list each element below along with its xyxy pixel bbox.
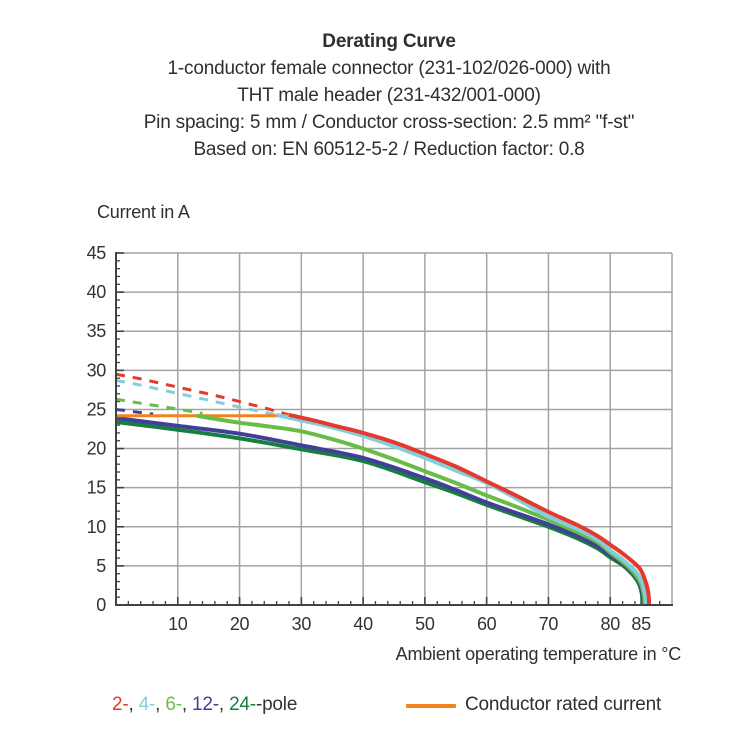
2-pole-unlimited-curve bbox=[115, 372, 290, 417]
x-axis-title: Ambient operating temperature in °C bbox=[395, 644, 682, 664]
y-tick-label-15: 15 bbox=[87, 478, 107, 498]
rated-current-line-swatch bbox=[406, 704, 456, 708]
x-tick-label-40: 40 bbox=[353, 614, 373, 634]
chart-subtitle-1: 1-conductor female connector (231-102/02… bbox=[167, 58, 611, 79]
legend-separator: , bbox=[218, 694, 230, 715]
legend-separator: , bbox=[155, 694, 166, 715]
x-tick-label-85: 85 bbox=[631, 614, 651, 634]
x-tick-label-60: 60 bbox=[477, 614, 497, 634]
legend-pole-4: 4- bbox=[138, 694, 156, 715]
rated-current-label: Conductor rated current bbox=[465, 694, 662, 715]
rated-current-legend: Conductor rated current bbox=[406, 694, 661, 716]
x-tick-label-70: 70 bbox=[539, 614, 559, 634]
y-axis-title: Current in A bbox=[97, 202, 190, 222]
legend-pole-2: 2- bbox=[112, 694, 129, 715]
x-tick-label-10: 10 bbox=[168, 614, 188, 634]
y-tick-label-30: 30 bbox=[87, 360, 107, 380]
chart-subtitle-3: Pin spacing: 5 mm / Conductor cross-sect… bbox=[143, 112, 635, 133]
y-tick-label-10: 10 bbox=[87, 517, 107, 537]
y-tick-label-20: 20 bbox=[87, 439, 107, 459]
chart-subtitle-2: THT male header (231-432/001-000) bbox=[237, 85, 541, 106]
x-tick-label-50: 50 bbox=[415, 614, 435, 634]
y-tick-label-35: 35 bbox=[87, 321, 107, 341]
chart-subtitle-4: Based on: EN 60512-5-2 / Reduction facto… bbox=[193, 139, 585, 160]
y-tick-label-0: 0 bbox=[96, 595, 106, 615]
y-tick-label-40: 40 bbox=[87, 282, 107, 302]
24-pole-curve bbox=[115, 419, 645, 606]
legend-separator: , bbox=[181, 694, 193, 715]
legend-pole-24: 24- bbox=[229, 694, 256, 715]
x-tick-label-30: 30 bbox=[292, 614, 312, 634]
4-pole-curve bbox=[276, 412, 649, 606]
6-pole-unlimited-curve bbox=[115, 397, 203, 415]
12-pole-unlimited-curve bbox=[115, 407, 154, 416]
x-tick-label-80: 80 bbox=[601, 614, 621, 634]
y-tick-label-25: 25 bbox=[87, 399, 107, 419]
chart-title-block: Derating Curve 1-conductor female connec… bbox=[14, 28, 750, 163]
legend-pole-12: 12- bbox=[192, 694, 219, 715]
legend-separator: , bbox=[128, 694, 139, 715]
legend-pole-suffix: -pole bbox=[255, 694, 298, 715]
y-tick-label-45: 45 bbox=[87, 243, 107, 263]
legend-pole-6: 6- bbox=[165, 694, 182, 715]
chart-title: Derating Curve bbox=[322, 31, 456, 52]
legend-row: 2-, 4-, 6-, 12-, 24--pole Conductor rate… bbox=[0, 694, 750, 724]
x-tick-label-20: 20 bbox=[230, 614, 250, 634]
pole-legend: 2-, 4-, 6-, 12-, 24--pole bbox=[112, 694, 297, 716]
y-tick-label-5: 5 bbox=[96, 556, 106, 576]
2-pole-curve bbox=[288, 412, 652, 606]
12-pole-curve bbox=[115, 416, 646, 606]
4-pole-unlimited-curve bbox=[115, 379, 277, 417]
